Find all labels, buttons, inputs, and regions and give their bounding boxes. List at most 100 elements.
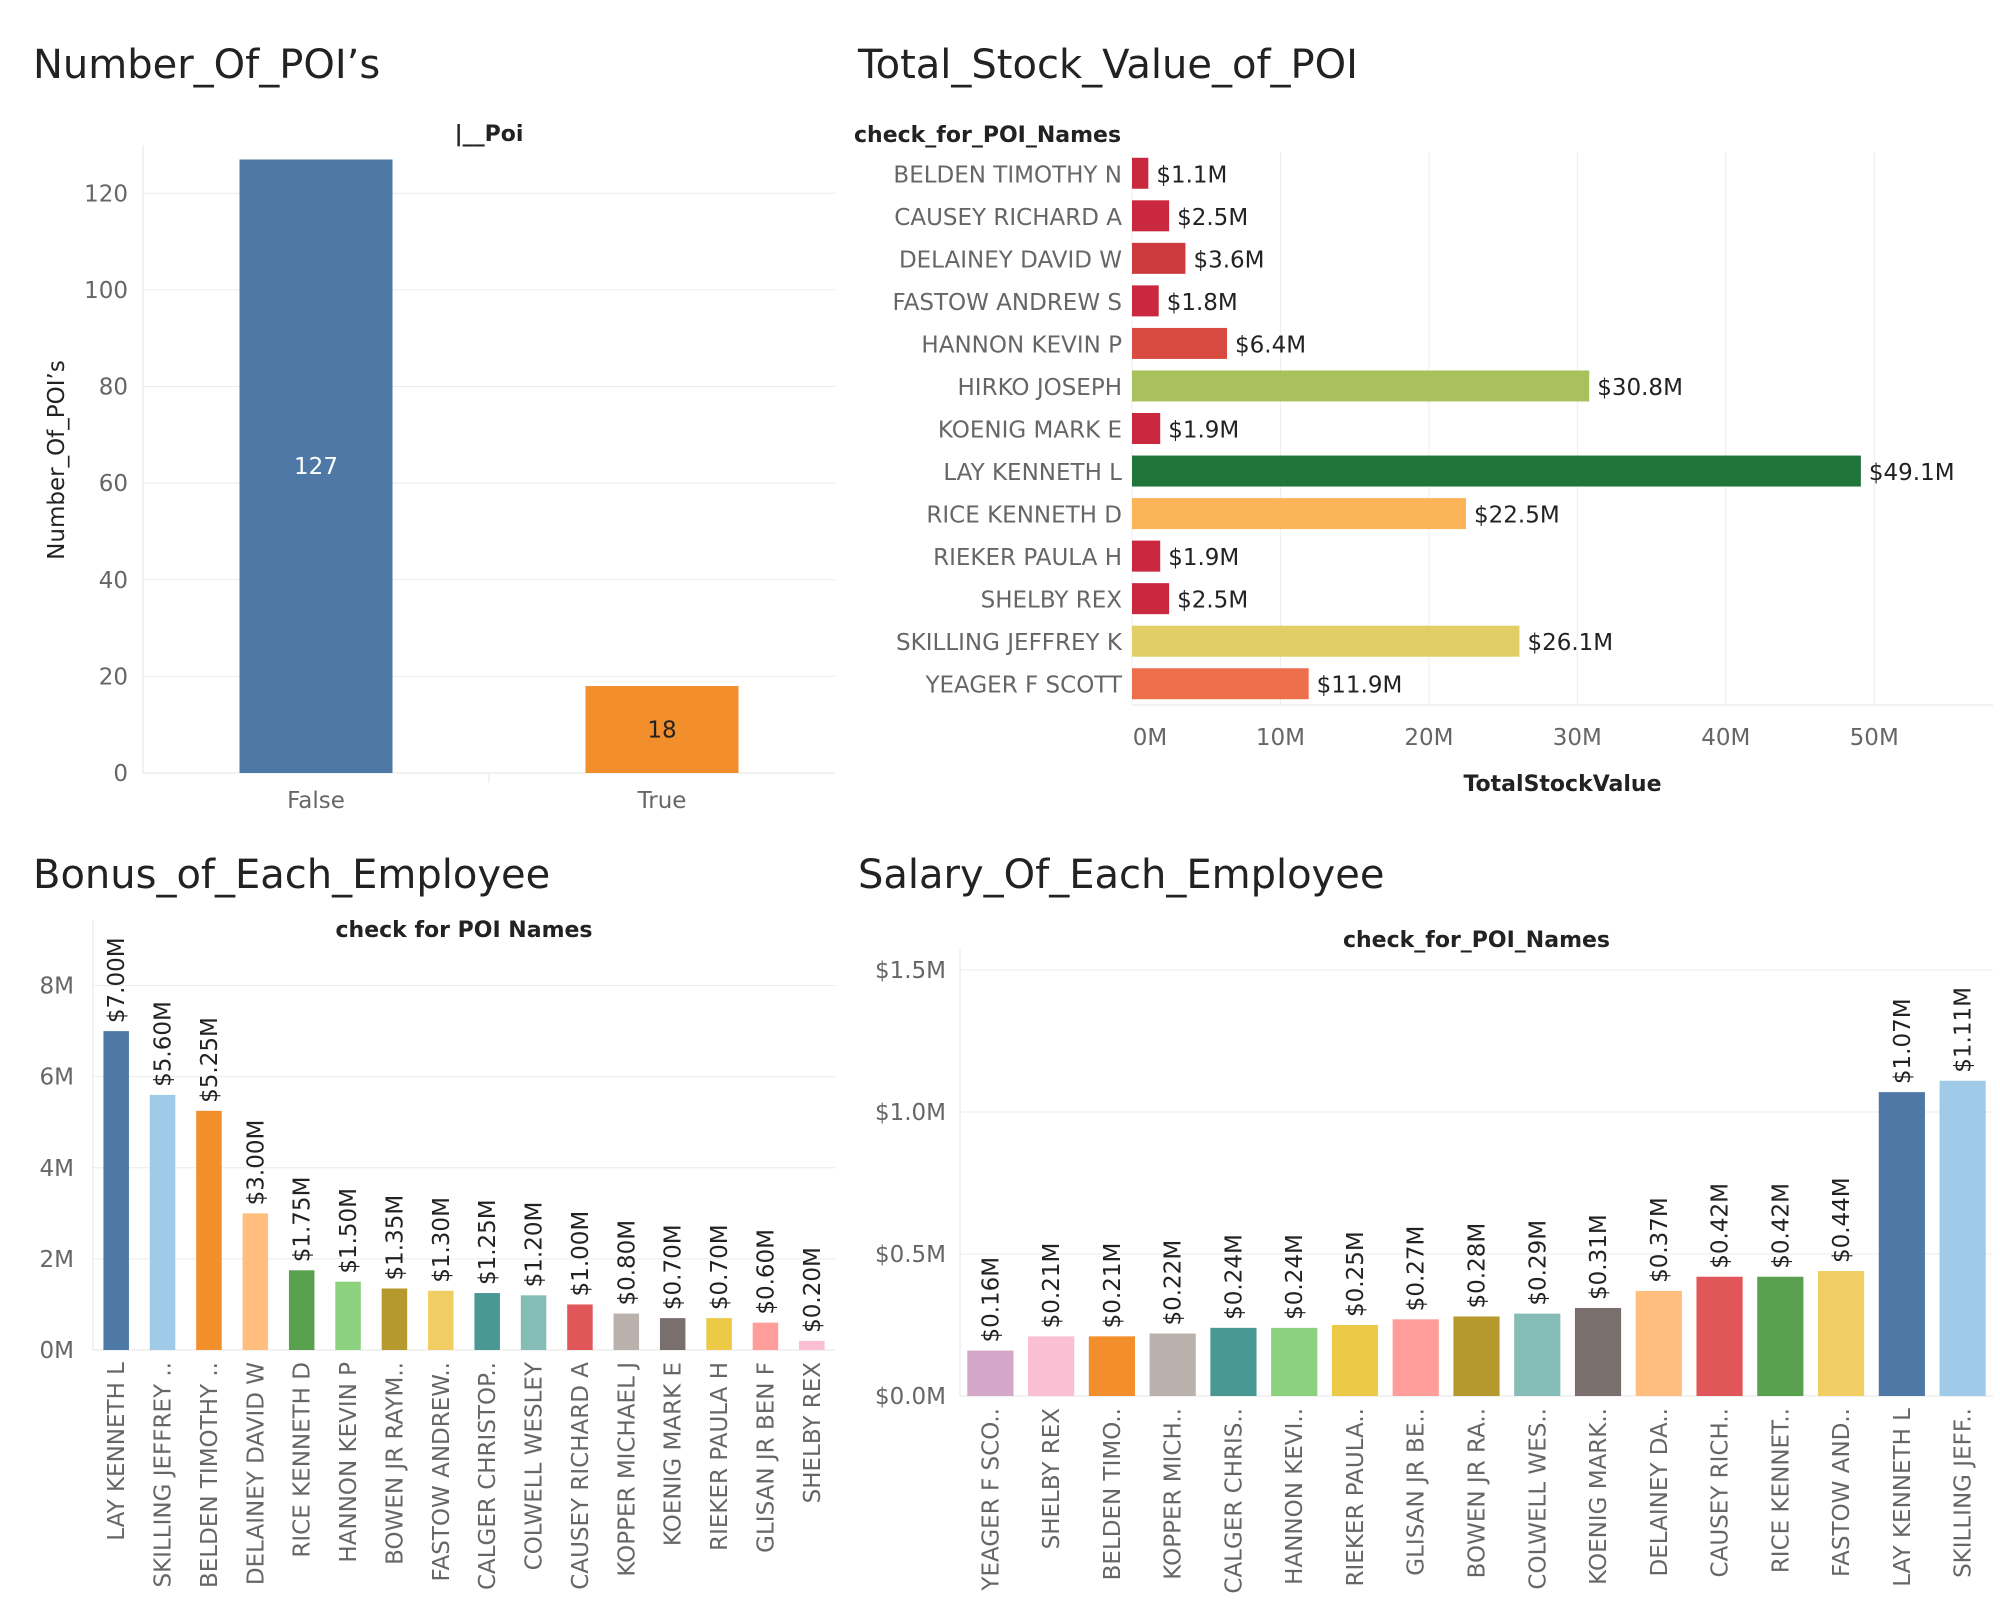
bar: [288, 1270, 315, 1350]
x-category-label: COLWELL WES..: [1525, 1408, 1551, 1590]
y-category-label: LAY KENNETH L: [943, 460, 1122, 486]
bar: [1132, 327, 1228, 359]
y-category-label: KOENIG MARK E: [938, 418, 1122, 444]
bar-value-label: $0.21M: [1100, 1243, 1126, 1329]
bar-value-label: 127: [294, 454, 338, 480]
bar-value-label: $1.1M: [1156, 162, 1227, 188]
y-tick-label: 20: [99, 664, 128, 690]
bar: [1132, 498, 1467, 530]
bar-value-label: $1.20M: [522, 1202, 548, 1288]
y-category-label: BELDEN TIMOTHY N: [893, 162, 1122, 188]
y-category-label: FASTOW ANDREW S: [893, 290, 1122, 316]
x-category-label: CAUSEY RICHARD A: [568, 1362, 594, 1590]
bonus-chart: check for POI Names 0M 2M 4M 6M 8M $7.00M LAY K…: [40, 918, 835, 1590]
y-tick-label: 100: [84, 278, 128, 304]
bar-value-label: $0.25M: [1343, 1231, 1369, 1317]
bar-value-label: $0.42M: [1768, 1183, 1794, 1269]
bar-value-label: $0.27M: [1404, 1226, 1430, 1312]
bar: [1132, 455, 1861, 487]
bar: [335, 1281, 361, 1350]
x-category-label: BELDEN TIMOTHY ..: [197, 1362, 223, 1588]
x-category-label: CAUSEY RICH..: [1708, 1408, 1734, 1577]
x-category-label: SHELBY REX: [800, 1362, 826, 1504]
bar-value-label: $0.21M: [1039, 1243, 1065, 1329]
bar-value-label: $0.70M: [661, 1224, 687, 1310]
bar: [967, 1350, 1014, 1396]
bar: [520, 1295, 547, 1350]
bar-value-label: $0.60M: [753, 1229, 779, 1315]
x-category-label: LAY KENNETH L: [1890, 1408, 1916, 1587]
bar-value-label: $0.24M: [1221, 1234, 1247, 1320]
bar: [1149, 1333, 1196, 1396]
bar-value-label: $0.20M: [800, 1247, 826, 1333]
x-tick-label: 30M: [1553, 725, 1602, 751]
bar: [1271, 1327, 1318, 1396]
x-tick-label: 50M: [1850, 725, 1899, 751]
bar: [1574, 1307, 1622, 1396]
bar: [752, 1322, 779, 1350]
bar: [1696, 1276, 1743, 1396]
bar-value-label: 18: [647, 718, 676, 744]
bar: [1878, 1092, 1925, 1396]
y-tick-label: $1.0M: [875, 1100, 946, 1126]
bar: [474, 1293, 500, 1350]
bar: [567, 1304, 593, 1350]
bar-value-label: $1.8M: [1167, 290, 1238, 316]
bar: [1132, 370, 1590, 402]
x-tick-label: 0M: [1133, 725, 1167, 751]
bar-value-label: $1.25M: [475, 1199, 501, 1285]
y-tick-label: 6M: [40, 1065, 74, 1091]
y-tick-label: $0.5M: [875, 1242, 946, 1268]
bar: [1132, 200, 1170, 232]
x-tick-label: True: [637, 788, 687, 810]
bar: [1210, 1327, 1257, 1396]
bar: [1453, 1316, 1500, 1396]
bar: [1817, 1271, 1865, 1396]
bar: [1028, 1336, 1075, 1396]
bar: [381, 1288, 408, 1350]
bar-value-label: $0.31M: [1586, 1214, 1612, 1300]
x-tick-label: 20M: [1404, 725, 1453, 751]
row-header: check_for_POI_Names: [854, 123, 1121, 148]
bar: [799, 1340, 825, 1350]
x-category-label: HANNON KEVI..: [1282, 1408, 1308, 1585]
bar-value-label: $1.75M: [290, 1177, 316, 1263]
bar: [1132, 413, 1161, 444]
salary-panel: Salary_Of_Each_Employee check_for_POI_Na…: [850, 810, 2000, 1600]
stock-value-chart: check_for_POI_Names 0M 10M 20M 30M 40M 50M Tota…: [854, 123, 1993, 797]
bar-value-label: $1.9M: [1168, 418, 1239, 444]
bar-value-label: $1.07M: [1890, 998, 1916, 1084]
bar-value-label: $30.8M: [1597, 375, 1683, 401]
x-category-label: CALGER CHRISTOP..: [475, 1362, 501, 1590]
x-category-label: GLISAN JR BEN F: [753, 1362, 779, 1553]
bar-value-label: $0.80M: [614, 1220, 640, 1306]
bar: [706, 1318, 732, 1350]
x-category-label: FASTOW AND..: [1829, 1408, 1855, 1577]
bar: [1132, 625, 1520, 657]
bar-value-label: $0.70M: [707, 1224, 733, 1310]
y-tick-label: $1.5M: [875, 958, 946, 984]
y-tick-label: 2M: [40, 1247, 74, 1273]
salary-chart: check_for_POI_Names $0.0M $0.5M $1.0M $1.5M $…: [875, 928, 1993, 1594]
stock-value-panel: Total_Stock_Value_of_POI check_for_POI_N…: [850, 0, 2000, 810]
bar: [1331, 1325, 1379, 1396]
bar-value-label: $6.4M: [1235, 332, 1306, 358]
bar: [1088, 1336, 1136, 1396]
bar: [1939, 1080, 1986, 1396]
x-category-label: KOPPER MICH..: [1161, 1408, 1187, 1580]
x-tick-label: False: [287, 788, 345, 810]
x-category-label: BOWEN JR RA..: [1465, 1408, 1491, 1578]
bar-value-label: $1.11M: [1951, 987, 1977, 1073]
y-category-label: RIEKER PAULA H: [933, 545, 1122, 571]
x-category-label: RICE KENNET..: [1768, 1408, 1794, 1573]
stock-value-title: Total_Stock_Value_of_POI: [858, 42, 1358, 88]
x-category-label: DELAINEY DAVID W: [243, 1362, 269, 1585]
bar-value-label: $3.6M: [1193, 247, 1264, 273]
x-category-label: BELDEN TIMO..: [1100, 1408, 1126, 1580]
poi-count-panel: Number_Of_POI’s |__Poi 0 20 40 60 80 100 120 Num…: [0, 0, 850, 810]
bar-value-label: $5.25M: [197, 1017, 223, 1103]
bar-value-label: $0.42M: [1708, 1183, 1734, 1269]
bar-value-label: $0.16M: [978, 1257, 1004, 1343]
bar: [659, 1318, 686, 1350]
y-axis-title: Number_Of_POI’s: [44, 360, 70, 560]
